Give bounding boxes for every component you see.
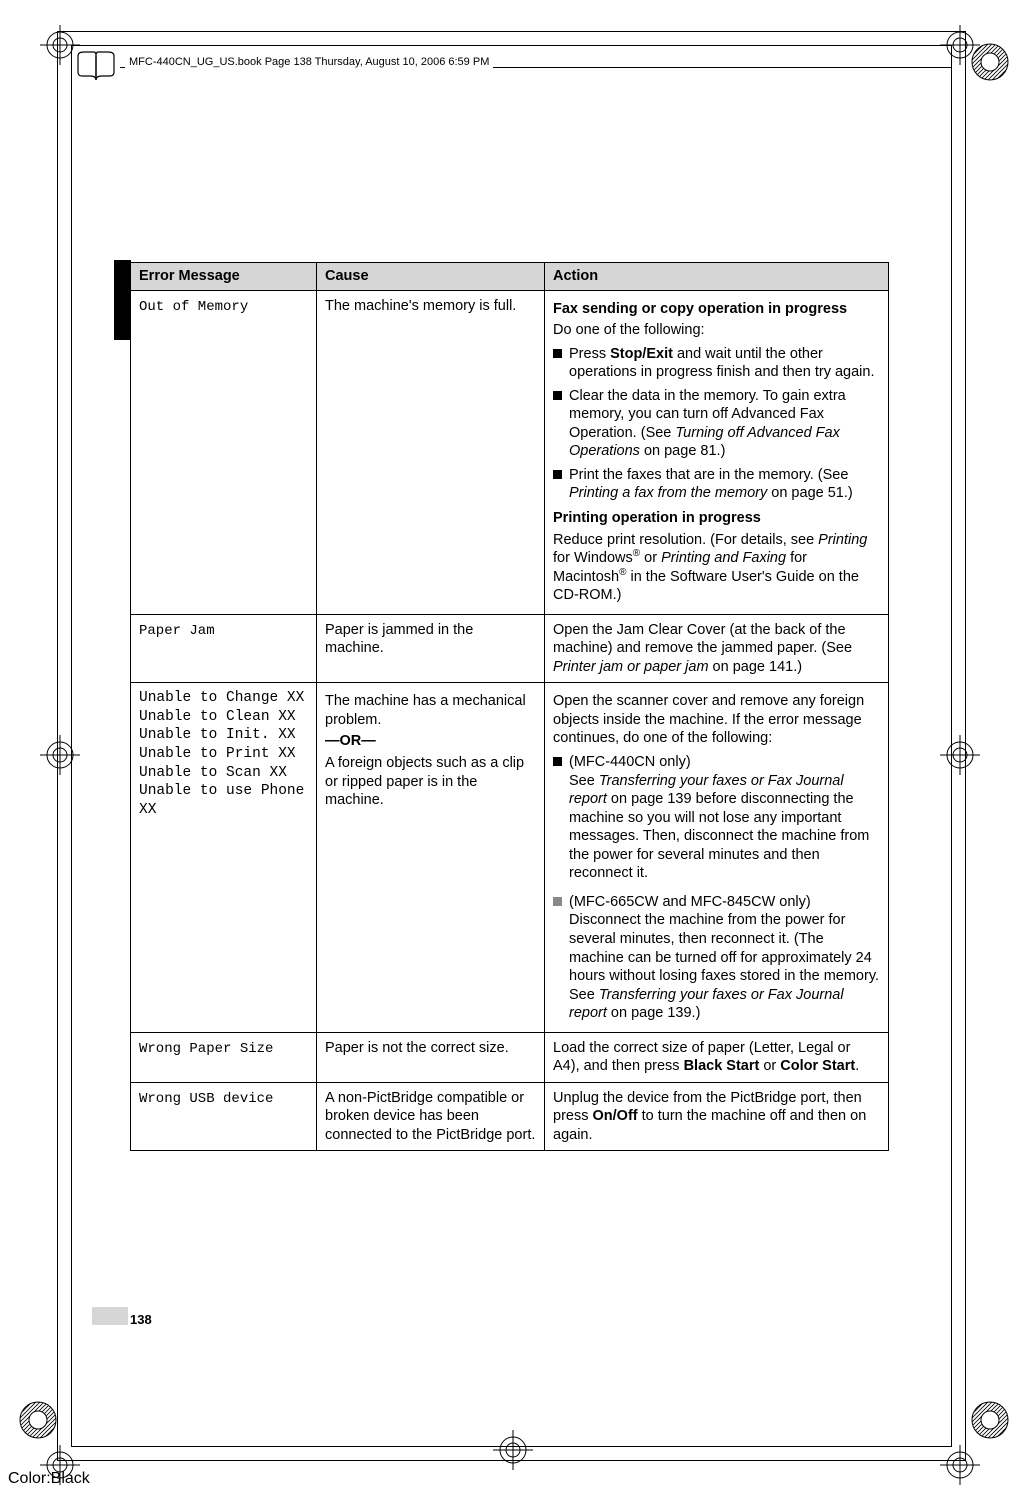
error-code-list: Unable to Change XX Unable to Clean XX U… [131, 683, 317, 1032]
error-code: Unable to Print XX [139, 745, 308, 764]
registration-mark-icon [35, 730, 85, 780]
text: on page 51.) [767, 485, 852, 501]
action-bullet: Print the faxes that are in the memory. … [553, 466, 880, 503]
text: on page 141.) [709, 659, 803, 675]
action-bullet: Press Stop/Exit and wait until the other… [553, 345, 880, 382]
text: Print the faxes that are in the memory. … [569, 467, 848, 483]
square-bullet-icon [553, 897, 562, 906]
text: See [569, 773, 599, 789]
text: on page 139 before disconnecting the mac… [569, 791, 869, 881]
action-para: Do one of the following: [553, 321, 880, 340]
text-bold: On/Off [593, 1108, 638, 1124]
col-error-message: Error Message [131, 263, 317, 291]
cause-text: Paper is not the correct size. [317, 1032, 545, 1082]
col-cause: Cause [317, 263, 545, 291]
hatched-ring-icon [970, 42, 1010, 82]
text: A foreign objects such as a clip or ripp… [325, 754, 536, 810]
action-bullet: Clear the data in the memory. To gain ex… [553, 387, 880, 461]
action-para: Reduce print resolution. (For details, s… [553, 531, 880, 605]
square-bullet-icon [553, 470, 562, 479]
text-italic: Printing [818, 532, 867, 548]
text: (MFC-440CN only) [569, 754, 691, 770]
table-row: Out of Memory The machine's memory is fu… [131, 290, 889, 614]
cause-text: Paper is jammed in the machine. [317, 614, 545, 683]
text-italic: Printer jam or paper jam [553, 659, 709, 675]
error-code: Unable to Init. XX [139, 726, 308, 745]
hatched-ring-icon [970, 1400, 1010, 1440]
text: . [855, 1058, 859, 1074]
square-bullet-icon [553, 391, 562, 400]
page-number-bar [92, 1307, 128, 1325]
text-italic: Printing a fax from the memory [569, 485, 767, 501]
table-row: Unable to Change XX Unable to Clean XX U… [131, 683, 889, 1032]
text-bold: Color Start [780, 1058, 855, 1074]
cause-text: A non-PictBridge compatible or broken de… [317, 1082, 545, 1151]
error-code: Unable to use Phone XX [139, 782, 308, 820]
action-heading: Fax sending or copy operation in progres… [553, 300, 880, 319]
action-bullet: (MFC-665CW and MFC-845CW only) Disconnec… [553, 893, 880, 1023]
text: Open the Jam Clear Cover (at the back of… [553, 622, 852, 657]
text-italic: Printing and Faxing [661, 550, 786, 566]
action-heading: Printing operation in progress [553, 509, 880, 528]
text: The machine has a mechanical problem. [325, 692, 536, 729]
action-text: Load the correct size of paper (Letter, … [545, 1032, 889, 1082]
or-separator: —OR— [325, 732, 536, 751]
error-code: Paper Jam [139, 623, 215, 639]
text-bold: Black Start [684, 1058, 760, 1074]
text: on page 139.) [607, 1005, 701, 1021]
table-row: Paper Jam Paper is jammed in the machine… [131, 614, 889, 683]
text-bold: Stop/Exit [610, 346, 673, 362]
error-code: Unable to Clean XX [139, 708, 308, 727]
error-code: Wrong USB device [139, 1091, 273, 1107]
registration-mark-icon [935, 1440, 985, 1490]
page-number: 138 [130, 1312, 152, 1327]
square-bullet-icon [553, 757, 562, 766]
text: Open the scanner cover and remove any fo… [553, 692, 880, 748]
action-text: Open the Jam Clear Cover (at the back of… [545, 614, 889, 683]
text: for Windows [553, 550, 633, 566]
text: on page 81.) [640, 443, 725, 459]
table-row: Wrong USB device A non-PictBridge compat… [131, 1082, 889, 1151]
text: Press [569, 346, 610, 362]
error-code: Out of Memory [139, 299, 248, 315]
col-action: Action [545, 263, 889, 291]
registration-mark-icon [35, 20, 85, 70]
chapter-tab [114, 260, 131, 340]
action-text: Fax sending or copy operation in progres… [545, 290, 889, 614]
action-text: Open the scanner cover and remove any fo… [545, 683, 889, 1032]
action-bullet: (MFC-440CN only) See Transferring your f… [553, 753, 880, 883]
page-header-meta: MFC-440CN_UG_US.book Page 138 Thursday, … [125, 56, 493, 68]
text: or [640, 550, 661, 566]
error-code: Wrong Paper Size [139, 1041, 273, 1057]
cause-text: The machine has a mechanical problem. —O… [317, 683, 545, 1032]
text: Reduce print resolution. (For details, s… [553, 532, 818, 548]
registration-mark-icon [488, 1425, 538, 1475]
action-text: Unplug the device from the PictBridge po… [545, 1082, 889, 1151]
error-code: Unable to Change XX [139, 689, 308, 708]
error-messages-table: Error Message Cause Action Out of Memory… [130, 262, 889, 1151]
text: or [759, 1058, 780, 1074]
error-code: Unable to Scan XX [139, 764, 308, 783]
cause-text: The machine's memory is full. [317, 290, 545, 614]
hatched-ring-icon [18, 1400, 58, 1440]
registration-mark-icon [935, 730, 985, 780]
footer-color-label: Color:Black [8, 1470, 90, 1488]
square-bullet-icon [553, 349, 562, 358]
error-table-container: Error Message Cause Action Out of Memory… [130, 262, 888, 1151]
table-row: Wrong Paper Size Paper is not the correc… [131, 1032, 889, 1082]
